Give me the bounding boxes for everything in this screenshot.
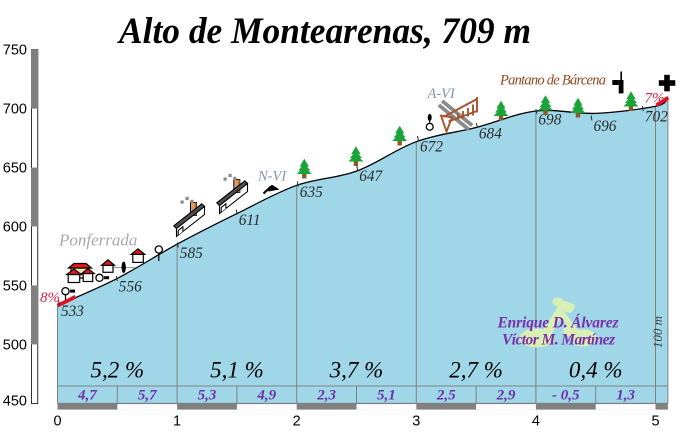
svg-text:533: 533: [61, 303, 84, 320]
svg-text:1,3: 1,3: [616, 388, 635, 404]
svg-text:Enrique D. Álvarez: Enrique D. Álvarez: [497, 315, 619, 332]
svg-text:550: 550: [3, 278, 27, 294]
svg-text:500: 500: [3, 337, 27, 353]
svg-text:4,7: 4,7: [77, 388, 97, 404]
svg-text:5,2 %: 5,2 %: [90, 357, 144, 382]
svg-text:5,1 %: 5,1 %: [210, 357, 264, 382]
svg-text:5: 5: [651, 414, 659, 430]
svg-text:698: 698: [538, 112, 561, 129]
svg-text:4,9: 4,9: [256, 388, 276, 404]
svg-text:4: 4: [532, 414, 540, 430]
svg-text:Pantano de Bárcena: Pantano de Bárcena: [499, 73, 606, 89]
svg-text:684: 684: [479, 126, 502, 143]
svg-text:3: 3: [412, 414, 420, 430]
svg-text:1: 1: [173, 414, 181, 430]
svg-text:100 m: 100 m: [650, 316, 665, 348]
svg-text:7%: 7%: [645, 91, 665, 107]
svg-text:450: 450: [3, 394, 27, 410]
svg-text:N-VI: N-VI: [257, 169, 287, 185]
svg-text:5,3: 5,3: [198, 388, 217, 404]
svg-text:696: 696: [594, 118, 617, 135]
svg-text:750: 750: [3, 43, 27, 59]
svg-text:0,4 %: 0,4 %: [569, 357, 623, 382]
svg-text:Alto de Montearenas, 709 m: Alto de Montearenas, 709 m: [117, 11, 531, 52]
svg-text:585: 585: [180, 245, 203, 262]
svg-text:2,9: 2,9: [496, 388, 516, 404]
svg-text:Víctor M. Martínez: Víctor M. Martínez: [502, 332, 615, 349]
svg-text:2,7 %: 2,7 %: [449, 357, 503, 382]
svg-text:600: 600: [3, 220, 27, 236]
svg-text:2: 2: [293, 414, 301, 430]
svg-text:556: 556: [119, 279, 142, 296]
svg-text:0: 0: [53, 414, 61, 430]
svg-text:700: 700: [3, 102, 27, 118]
svg-text:- 0,5: - 0,5: [552, 388, 580, 404]
svg-text:2,5: 2,5: [436, 388, 456, 404]
svg-text:Ponferrada: Ponferrada: [58, 231, 137, 250]
svg-text:8%: 8%: [40, 290, 60, 306]
svg-text:672: 672: [420, 139, 443, 156]
svg-text:5,7: 5,7: [138, 388, 157, 404]
svg-text:635: 635: [300, 184, 323, 201]
svg-text:2,3: 2,3: [316, 388, 336, 404]
svg-text:650: 650: [3, 161, 27, 177]
svg-text:647: 647: [359, 168, 383, 185]
svg-text:3,7 %: 3,7 %: [329, 357, 384, 382]
svg-text:702: 702: [645, 109, 668, 126]
svg-text:A-VI: A-VI: [427, 86, 457, 102]
svg-text:5,1: 5,1: [377, 388, 396, 404]
svg-text:611: 611: [239, 212, 261, 229]
